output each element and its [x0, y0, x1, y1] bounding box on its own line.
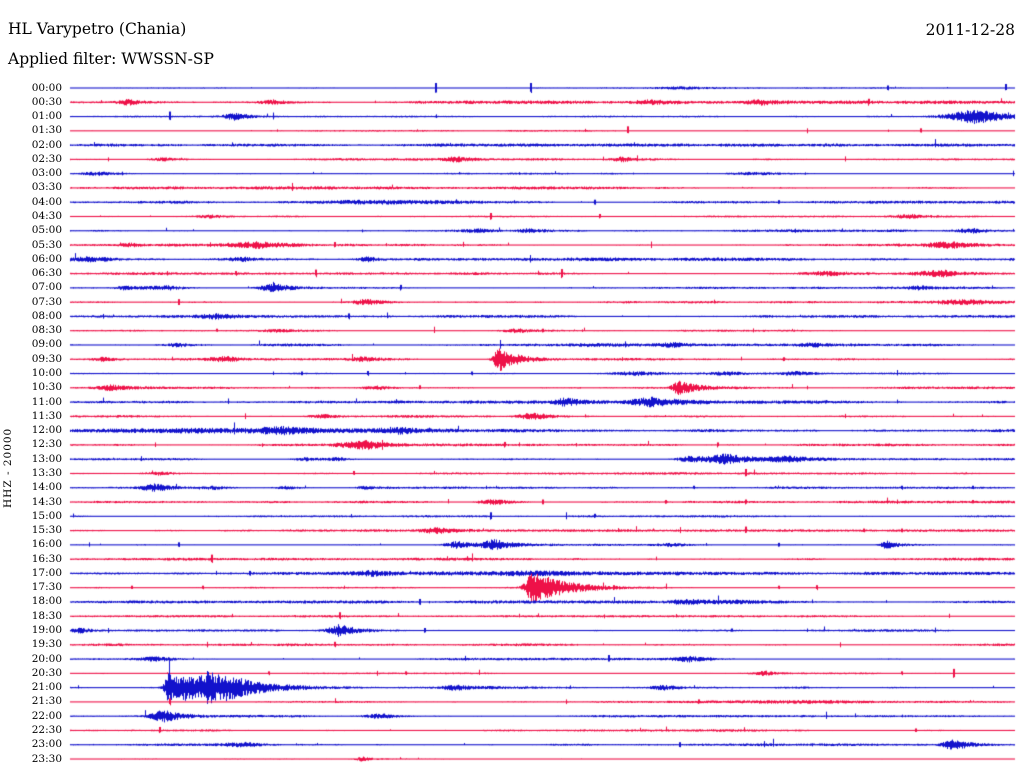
seismogram-traces: [0, 0, 1024, 780]
